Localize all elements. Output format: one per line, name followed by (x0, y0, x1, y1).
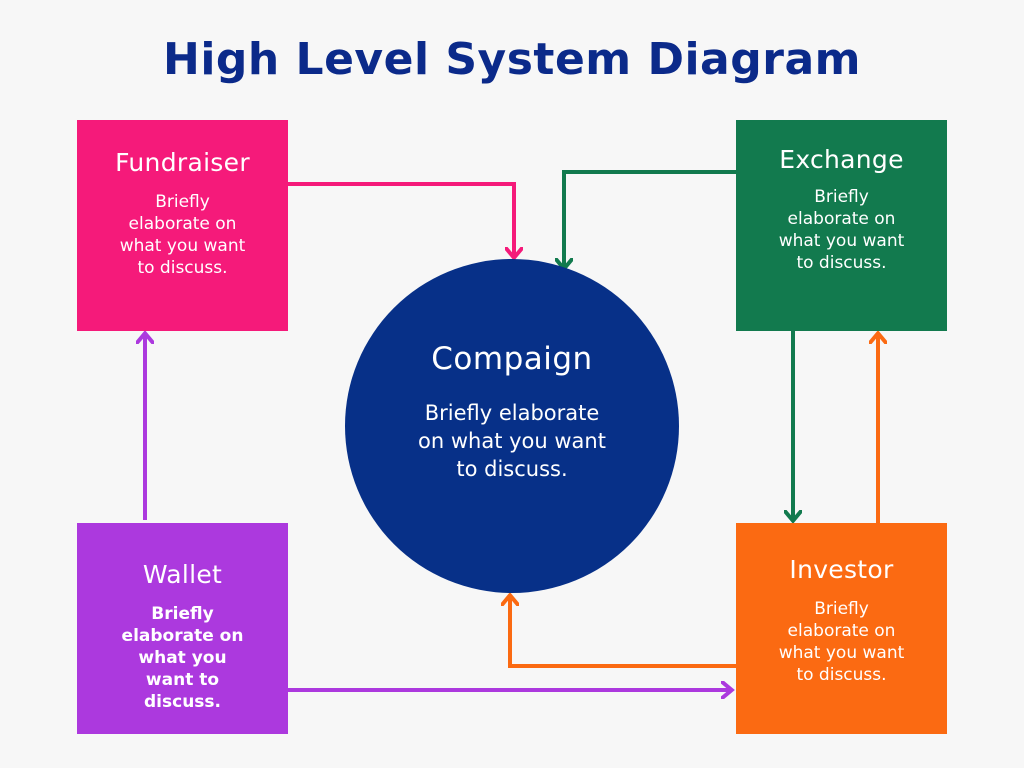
investor-node: Investor Briefly elaborate on what you w… (736, 523, 947, 734)
compaign-title: Compaign (431, 341, 593, 377)
wallet-node: Wallet Briefly elaborate on what you wan… (77, 523, 288, 734)
compaign-description: Briefly elaborate on what you want to di… (418, 401, 606, 481)
arrow-fundraiser-to-compaign (288, 182, 514, 256)
exchange-node: Exchange Briefly elaborate on what you w… (736, 120, 947, 331)
fundraiser-node: Fundraiser Briefly elaborate on what you… (77, 120, 288, 331)
exchange-title: Exchange (779, 145, 904, 174)
investor-description: Briefly elaborate on what you want to di… (778, 599, 905, 685)
arrow-exchange-to-compaign (564, 170, 736, 267)
investor-title: Investor (789, 555, 894, 584)
page-title: High Level System Diagram (163, 34, 861, 85)
arrow-investor-to-compaign (510, 597, 736, 668)
compaign-node: Compaign Briefly elaborate on what you w… (345, 259, 679, 593)
exchange-description: Briefly elaborate on what you want to di… (778, 187, 905, 273)
wallet-title: Wallet (142, 560, 223, 589)
wallet-description: Briefly elaborate on what you want to di… (121, 604, 244, 712)
fundraiser-title: Fundraiser (115, 148, 250, 177)
fundraiser-description: Briefly elaborate on what you want to di… (119, 192, 246, 278)
